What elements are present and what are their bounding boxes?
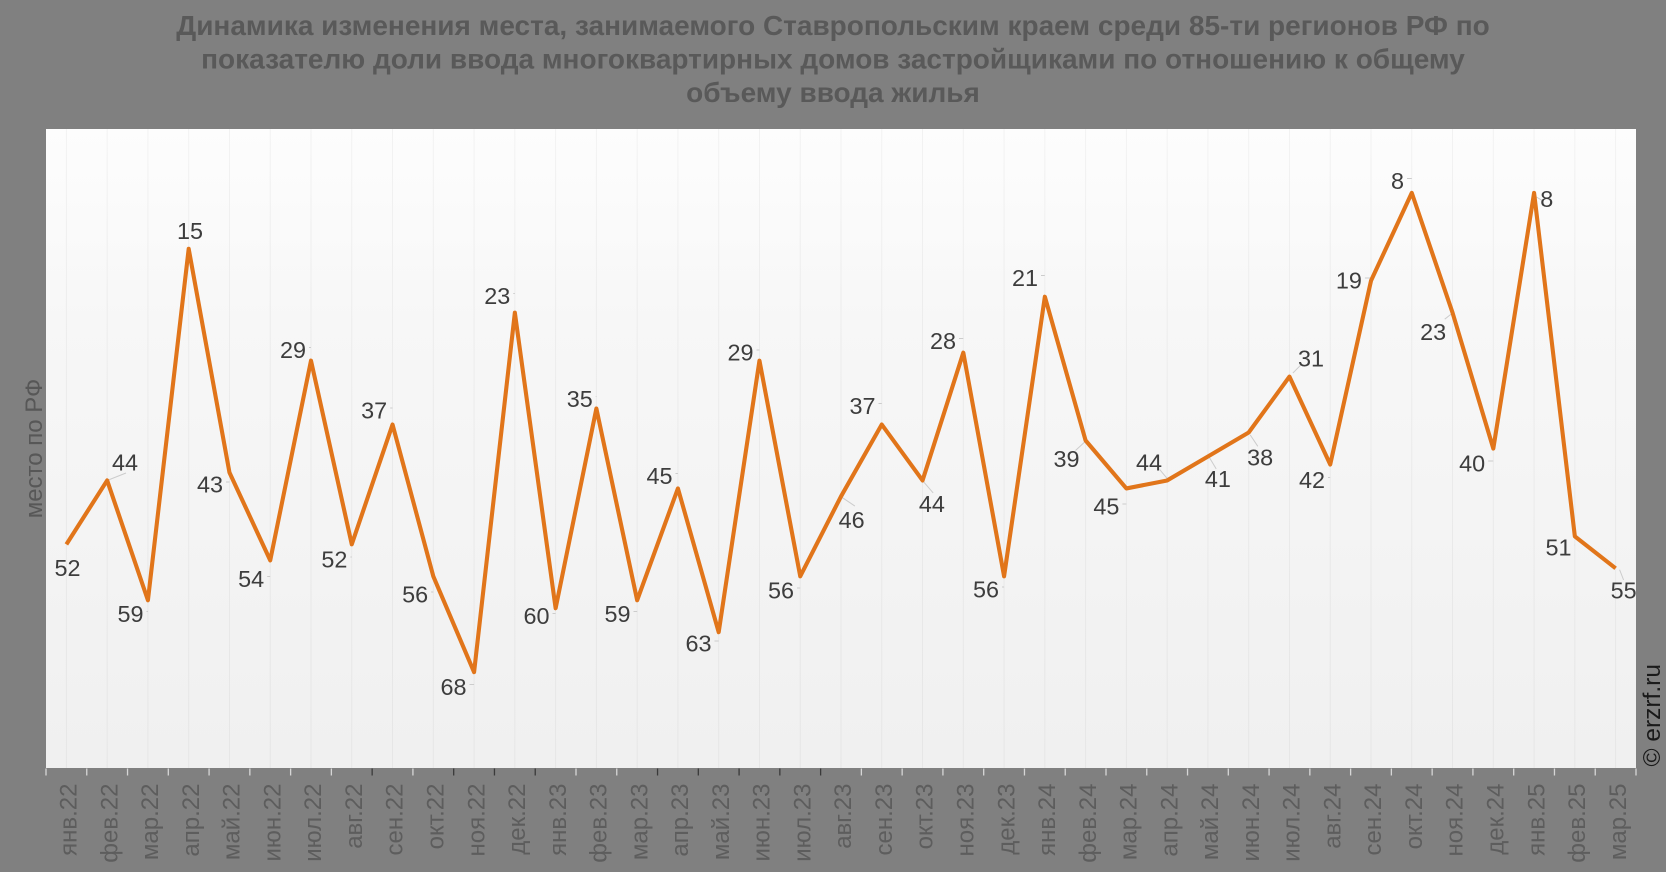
svg-text:63: 63 xyxy=(685,630,711,656)
svg-text:фев.24: фев.24 xyxy=(1075,784,1102,863)
svg-text:45: 45 xyxy=(1093,493,1119,519)
svg-text:54: 54 xyxy=(238,566,264,592)
svg-text:фев.22: фев.22 xyxy=(96,784,123,863)
svg-text:окт.24: окт.24 xyxy=(1401,784,1428,850)
svg-text:8: 8 xyxy=(1391,168,1404,194)
svg-text:объему ввода жилья: объему ввода жилья xyxy=(686,77,980,108)
svg-text:Динамика изменения места, зани: Динамика изменения места, занимаемого Ст… xyxy=(176,10,1489,41)
svg-text:59: 59 xyxy=(604,601,630,627)
svg-text:29: 29 xyxy=(280,337,306,363)
svg-text:60: 60 xyxy=(523,603,549,629)
svg-text:июн.23: июн.23 xyxy=(749,784,776,862)
svg-text:21: 21 xyxy=(1012,265,1038,291)
svg-text:май.22: май.22 xyxy=(219,784,246,861)
svg-text:52: 52 xyxy=(54,555,80,581)
svg-text:23: 23 xyxy=(484,283,510,309)
svg-text:19: 19 xyxy=(1336,267,1362,293)
svg-text:окт.22: окт.22 xyxy=(423,784,450,850)
svg-text:44: 44 xyxy=(1136,449,1162,475)
svg-text:июн.24: июн.24 xyxy=(1238,784,1265,862)
svg-text:янв.25: янв.25 xyxy=(1523,784,1550,856)
svg-text:янв.22: янв.22 xyxy=(56,784,83,856)
svg-text:68: 68 xyxy=(440,674,466,700)
svg-text:мар.22: мар.22 xyxy=(137,784,164,861)
svg-text:июн.22: июн.22 xyxy=(259,784,286,862)
svg-text:показателю доли ввода многоква: показателю доли ввода многоквартирных до… xyxy=(201,44,1465,75)
svg-text:38: 38 xyxy=(1247,444,1273,470)
svg-text:43: 43 xyxy=(197,471,223,497)
svg-text:июл.22: июл.22 xyxy=(300,784,327,862)
svg-text:дек.22: дек.22 xyxy=(504,784,531,855)
svg-text:ноя.22: ноя.22 xyxy=(463,784,490,857)
svg-text:29: 29 xyxy=(727,339,753,365)
svg-text:дек.23: дек.23 xyxy=(993,784,1020,855)
svg-text:37: 37 xyxy=(849,393,875,419)
svg-text:апр.23: апр.23 xyxy=(667,784,694,857)
svg-text:авг.23: авг.23 xyxy=(830,784,857,849)
svg-text:42: 42 xyxy=(1299,467,1325,493)
svg-text:52: 52 xyxy=(321,546,347,572)
svg-text:59: 59 xyxy=(117,601,143,627)
svg-text:дек.24: дек.24 xyxy=(1483,784,1510,855)
svg-text:56: 56 xyxy=(973,576,999,602)
svg-text:37: 37 xyxy=(361,397,387,423)
svg-text:45: 45 xyxy=(646,463,672,489)
svg-text:23: 23 xyxy=(1420,319,1446,345)
svg-text:апр.24: апр.24 xyxy=(1156,784,1183,857)
svg-text:фев.25: фев.25 xyxy=(1564,784,1591,863)
svg-text:15: 15 xyxy=(177,218,203,244)
svg-text:39: 39 xyxy=(1053,446,1079,472)
svg-text:8: 8 xyxy=(1540,186,1553,212)
svg-text:ноя.23: ноя.23 xyxy=(953,784,980,857)
svg-text:сен.23: сен.23 xyxy=(871,784,898,856)
svg-text:апр.22: апр.22 xyxy=(178,784,205,857)
svg-text:авг.22: авг.22 xyxy=(341,784,368,849)
svg-text:51: 51 xyxy=(1545,534,1571,560)
svg-text:мар.23: мар.23 xyxy=(626,784,653,861)
svg-text:56: 56 xyxy=(768,577,794,603)
svg-text:янв.23: янв.23 xyxy=(545,784,572,856)
svg-text:44: 44 xyxy=(919,491,945,517)
svg-text:май.24: май.24 xyxy=(1197,784,1224,861)
svg-text:ноя.24: ноя.24 xyxy=(1442,784,1469,857)
svg-text:41: 41 xyxy=(1205,466,1231,492)
svg-text:55: 55 xyxy=(1611,577,1637,603)
svg-text:июл.23: июл.23 xyxy=(789,784,816,862)
svg-text:авг.24: авг.24 xyxy=(1319,784,1346,849)
svg-text:май.23: май.23 xyxy=(708,784,735,861)
svg-text:40: 40 xyxy=(1459,450,1485,476)
svg-text:35: 35 xyxy=(567,386,593,412)
svg-text:сен.22: сен.22 xyxy=(382,784,409,856)
svg-text:© erzrf.ru: © erzrf.ru xyxy=(1639,664,1666,766)
svg-text:место по РФ: место по РФ xyxy=(21,379,48,519)
svg-text:мар.25: мар.25 xyxy=(1605,784,1632,861)
svg-text:сен.24: сен.24 xyxy=(1360,784,1387,856)
svg-text:31: 31 xyxy=(1298,345,1324,371)
svg-text:мар.24: мар.24 xyxy=(1116,784,1143,861)
svg-text:44: 44 xyxy=(112,449,138,475)
svg-text:окт.23: окт.23 xyxy=(912,784,939,850)
svg-text:июл.24: июл.24 xyxy=(1279,784,1306,862)
svg-text:56: 56 xyxy=(402,581,428,607)
svg-text:янв.24: янв.24 xyxy=(1034,784,1061,856)
svg-text:46: 46 xyxy=(839,507,865,533)
svg-text:фев.23: фев.23 xyxy=(586,784,613,863)
svg-text:28: 28 xyxy=(930,328,956,354)
